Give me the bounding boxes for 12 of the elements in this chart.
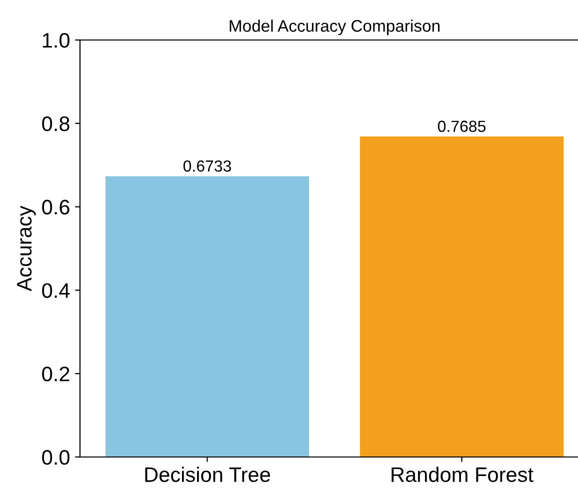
y-tick-label: 0.6 <box>42 200 70 215</box>
y-tick-label: 1.0 <box>42 33 70 48</box>
chart-title: Model Accuracy Comparison <box>230 20 440 36</box>
x-tick-label: Random Forest <box>392 466 534 482</box>
data-label: 0.6733 <box>183 160 231 172</box>
y-tick-label: 0.8 <box>42 116 70 132</box>
x-tick-label: Decision Tree <box>145 466 270 482</box>
y-tick-label: 0.0 <box>42 450 70 465</box>
y-tick-label: 0.2 <box>42 366 70 382</box>
y-tick-label: 0.4 <box>42 283 70 298</box>
data-label: 0.7685 <box>438 120 486 132</box>
y-axis-title: Accuracy <box>17 206 36 292</box>
